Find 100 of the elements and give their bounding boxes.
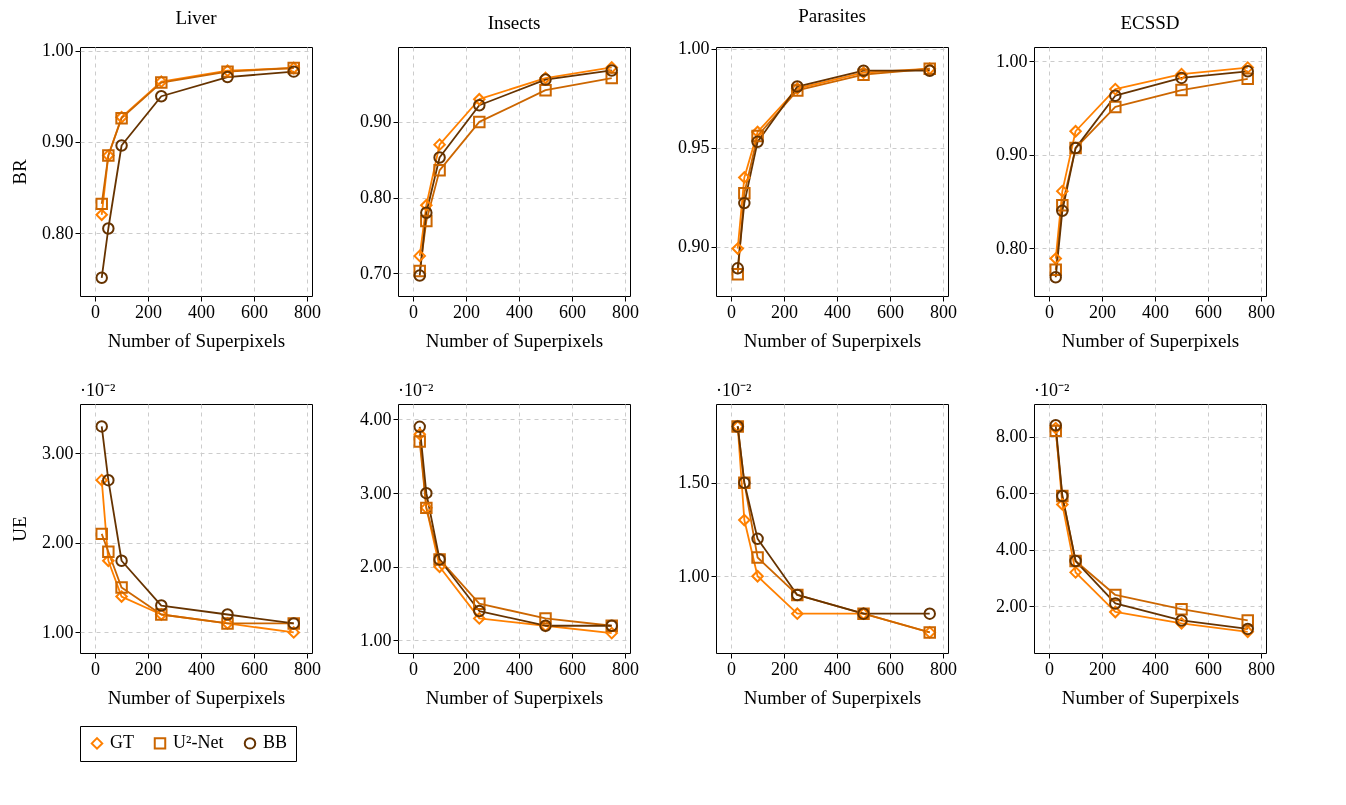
point bbox=[413, 269, 426, 282]
y-tick-label: 6.00 bbox=[996, 482, 1028, 503]
x-tick-label: 200 bbox=[771, 301, 799, 322]
point bbox=[413, 427, 426, 441]
y-tick-label: 4.00 bbox=[996, 539, 1028, 560]
point bbox=[102, 473, 115, 487]
y-tick-label: 0.80 bbox=[42, 222, 74, 243]
point bbox=[473, 115, 486, 129]
x-tick-label: 800 bbox=[293, 301, 321, 322]
point bbox=[731, 262, 744, 275]
y-tick-label: 8.00 bbox=[996, 426, 1028, 447]
point bbox=[1056, 198, 1069, 212]
point bbox=[1241, 65, 1254, 78]
point bbox=[420, 198, 433, 212]
y-tick-label: 1.50 bbox=[678, 472, 710, 493]
point bbox=[221, 70, 234, 84]
point bbox=[115, 554, 128, 567]
point bbox=[1049, 252, 1062, 265]
x-tick-label: 200 bbox=[771, 658, 799, 679]
chart-title: Liver bbox=[175, 6, 218, 28]
y-tick-label: 3.00 bbox=[42, 442, 74, 463]
y-tick-label: 0.90 bbox=[996, 144, 1028, 165]
x-tick-label: 800 bbox=[293, 658, 321, 679]
y-tick-label: 0.90 bbox=[360, 111, 392, 132]
x-tick-label: 0 bbox=[727, 658, 737, 679]
point bbox=[1056, 204, 1069, 218]
x-tick-label: 0 bbox=[1045, 658, 1055, 679]
point bbox=[791, 607, 804, 620]
point bbox=[95, 527, 108, 541]
point bbox=[1109, 100, 1122, 114]
point bbox=[738, 196, 751, 210]
point bbox=[115, 590, 128, 603]
point bbox=[433, 151, 446, 164]
point bbox=[102, 554, 115, 567]
y-tick-label: 0.80 bbox=[996, 237, 1028, 258]
x-axis-title: Number of Superpixels bbox=[1061, 329, 1240, 351]
x-axis-title: Number of Superpixels bbox=[743, 329, 922, 351]
point bbox=[1109, 597, 1122, 610]
x-tick-label: 800 bbox=[611, 658, 639, 679]
point bbox=[420, 486, 433, 500]
point bbox=[1241, 61, 1254, 74]
y-tick-label: 0.80 bbox=[360, 187, 392, 208]
x-tick-label: 600 bbox=[559, 658, 586, 679]
x-tick-label: 0 bbox=[409, 658, 419, 679]
x-tick-label: 800 bbox=[1247, 658, 1275, 679]
point bbox=[1109, 89, 1122, 102]
x-tick-label: 200 bbox=[1089, 658, 1117, 679]
x-tick-label: 400 bbox=[824, 658, 852, 679]
point bbox=[1109, 588, 1122, 602]
point bbox=[751, 551, 764, 564]
x-axis-title: Number of Superpixels bbox=[107, 686, 286, 708]
legend-label: U²-Net bbox=[173, 732, 224, 753]
x-tick-label: 200 bbox=[453, 658, 481, 679]
y-tick-label: 1.00 bbox=[42, 40, 74, 61]
point bbox=[751, 570, 764, 583]
point bbox=[420, 206, 433, 219]
point bbox=[1049, 263, 1062, 277]
x-tick-label: 0 bbox=[91, 301, 101, 322]
text: ·10⁻² bbox=[716, 380, 752, 400]
x-axis-title: Number of Superpixels bbox=[107, 329, 286, 351]
point bbox=[605, 626, 618, 640]
point bbox=[1175, 83, 1188, 97]
y-tick-label: 0.70 bbox=[360, 262, 392, 283]
x-tick-label: 600 bbox=[877, 301, 904, 322]
x-axis-title: Number of Superpixels bbox=[743, 686, 922, 708]
point bbox=[155, 90, 168, 103]
point bbox=[731, 268, 744, 281]
point bbox=[95, 208, 108, 222]
x-tick-label: 800 bbox=[611, 301, 639, 322]
point bbox=[473, 92, 486, 106]
point bbox=[473, 597, 486, 610]
y-tick-label: 1.00 bbox=[996, 50, 1028, 71]
x-tick-label: 400 bbox=[506, 658, 534, 679]
point bbox=[473, 612, 486, 625]
x-tick-label: 600 bbox=[877, 658, 904, 679]
x-tick-label: 800 bbox=[929, 658, 957, 679]
point bbox=[413, 264, 426, 278]
x-tick-label: 0 bbox=[91, 658, 101, 679]
x-tick-label: 600 bbox=[1195, 658, 1222, 679]
point bbox=[923, 607, 936, 620]
x-tick-label: 200 bbox=[453, 301, 481, 322]
chart-title: Parasites bbox=[798, 4, 866, 26]
point bbox=[102, 545, 115, 559]
point bbox=[605, 71, 618, 85]
point bbox=[95, 420, 108, 433]
point bbox=[115, 139, 128, 152]
x-tick-label: 200 bbox=[1089, 301, 1117, 322]
x-axis-title: Number of Superpixels bbox=[425, 686, 604, 708]
point bbox=[221, 608, 234, 621]
point bbox=[1241, 72, 1254, 86]
point bbox=[539, 83, 552, 97]
x-axis-title: Number of Superpixels bbox=[425, 329, 604, 351]
point bbox=[1069, 125, 1082, 138]
y-tick-label: 2.00 bbox=[42, 532, 74, 553]
y-tick-label: 4.00 bbox=[360, 408, 392, 429]
point bbox=[539, 612, 552, 625]
point bbox=[420, 214, 433, 228]
point bbox=[1175, 67, 1188, 81]
point bbox=[102, 222, 115, 235]
x-tick-label: 600 bbox=[559, 301, 586, 322]
